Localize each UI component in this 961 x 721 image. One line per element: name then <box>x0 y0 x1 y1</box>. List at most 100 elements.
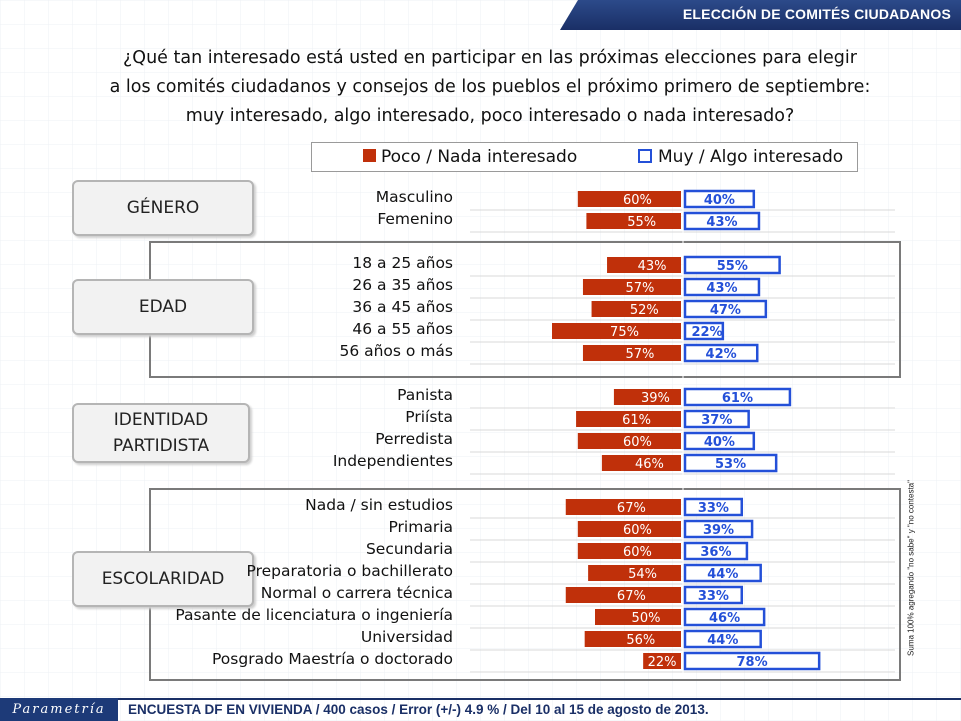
bar-negative <box>577 191 681 207</box>
footer-text: ENCUESTA DF EN VIVIENDA / 400 casos / Er… <box>128 702 709 717</box>
bar-positive <box>683 299 768 319</box>
row-label: 56 años o más <box>339 342 453 360</box>
footer-divider <box>118 698 961 700</box>
bar-negative <box>577 433 681 449</box>
category-label-edad: EDAD <box>138 297 188 317</box>
bar-negative <box>582 345 681 361</box>
bar-positive <box>683 541 749 561</box>
bar-positive-label: 37% <box>701 413 732 428</box>
bar-positive-label: 40% <box>704 193 735 208</box>
header-bar: ELECCIÓN DE COMITÉS CIUDADANOS <box>560 0 961 30</box>
row-label: Masculino <box>375 188 453 206</box>
bar-positive <box>683 585 744 605</box>
row-label: Primaria <box>388 518 453 536</box>
bar-negative <box>577 543 681 559</box>
category-box-escolaridad: ESCOLARIDAD <box>72 551 254 607</box>
bar-negative-label: 75% <box>610 325 639 340</box>
row-label: Independientes <box>332 452 453 470</box>
category-box-identidad: IDENTIDAD PARTIDISTA <box>72 403 250 463</box>
category-label-identidad: IDENTIDAD PARTIDISTA <box>112 410 210 456</box>
bar-negative <box>588 565 681 581</box>
side-note-text: Suma 100% agregando "no sabe" y "no cont… <box>906 480 916 656</box>
bar-negative-label: 56% <box>626 633 655 648</box>
bar-positive-label: 46% <box>709 611 740 626</box>
row-label: Posgrado Maestría o doctorado <box>212 650 453 668</box>
bar-positive-label: 47% <box>710 303 741 318</box>
legend-swatch-positive <box>638 148 652 163</box>
row-label: 46 a 55 años <box>352 320 453 338</box>
bar-negative <box>601 455 681 471</box>
row-label: 18 a 25 años <box>352 254 453 272</box>
bar-negative-label: 60% <box>623 545 652 560</box>
bar-negative-label: 60% <box>623 435 652 450</box>
chart-legend: Poco / Nada interesado Muy / Algo intere… <box>311 142 858 172</box>
question-line-2: a los comités ciudadanos y consejos de l… <box>109 77 871 97</box>
bar-negative <box>582 279 681 295</box>
row-label: Secundaria <box>365 540 453 558</box>
row-label: Nada / sin estudios <box>305 496 453 514</box>
legend-label-negative: Poco / Nada interesado <box>381 147 578 167</box>
bar-positive <box>683 607 766 627</box>
bar-negative-label: 43% <box>638 259 667 274</box>
row-label: Preparatoria o bachillerato <box>246 562 454 580</box>
bar-positive <box>683 343 759 363</box>
bar-positive-label: 22% <box>691 325 722 340</box>
row-label: Normal o carrera técnica <box>260 584 453 602</box>
bar-negative <box>591 301 681 317</box>
bar-negative-label: 60% <box>623 523 652 538</box>
bar-positive <box>683 431 756 451</box>
category-box-edad: EDAD <box>72 279 254 335</box>
bar-negative-label: 54% <box>628 567 657 582</box>
header-title: ELECCIÓN DE COMITÉS CIUDADANOS <box>682 6 951 22</box>
row-label: Universidad <box>360 628 453 646</box>
bar-negative-label: 57% <box>626 281 655 296</box>
bar-negative <box>586 213 681 229</box>
question-line-3: muy interesado, algo interesado, poco in… <box>185 106 795 126</box>
bar-positive <box>683 497 744 517</box>
bar-positive-label: 42% <box>706 347 737 362</box>
row-label: 36 a 45 años <box>352 298 453 316</box>
row-label: Perredista <box>375 430 453 448</box>
bar-positive-label: 39% <box>703 523 734 538</box>
bar-positive <box>683 519 754 539</box>
bar-negative-label: 50% <box>632 611 661 626</box>
bar-positive-label: 33% <box>698 501 729 516</box>
bar-negative <box>643 653 681 669</box>
bar-positive <box>683 387 792 407</box>
bar-positive-label: 33% <box>698 589 729 604</box>
bar-negative-label: 61% <box>622 413 651 428</box>
bar-positive-label: 44% <box>707 633 738 648</box>
bar-negative-label: 39% <box>641 391 670 406</box>
bar-positive-label: 55% <box>717 259 748 274</box>
bar-positive <box>683 651 821 671</box>
bar-negative-label: 57% <box>626 347 655 362</box>
question-line-1: ¿Qué tan interesado está usted en partic… <box>123 48 857 68</box>
bar-negative <box>584 631 681 647</box>
bar-positive <box>683 255 781 275</box>
bar-negative-label: 52% <box>630 303 659 318</box>
bar-negative <box>565 587 681 603</box>
bar-negative-label: 67% <box>617 501 646 516</box>
category-box-genero: GÉNERO <box>72 180 254 236</box>
footer-logo: Parametría <box>0 698 118 721</box>
bar-positive <box>683 453 778 473</box>
row-label: Femenino <box>377 210 453 228</box>
bar-positive <box>683 629 762 649</box>
bar-positive <box>683 409 750 429</box>
bar-positive-label: 36% <box>700 545 731 560</box>
bar-positive-label: 43% <box>706 281 737 296</box>
footer: Parametría ENCUESTA DF EN VIVIENDA / 400… <box>0 698 961 721</box>
bar-negative <box>613 389 681 405</box>
bar-positive-label: 53% <box>715 457 746 472</box>
row-label: Pasante de licenciatura o ingeniería <box>175 606 453 624</box>
bar-negative <box>595 609 681 625</box>
bar-negative-label: 46% <box>635 457 664 472</box>
bar-positive <box>683 563 762 583</box>
bar-negative <box>577 521 681 537</box>
bar-negative-label: 60% <box>623 193 652 208</box>
bar-positive <box>683 277 761 297</box>
category-label-escolaridad: ESCOLARIDAD <box>101 569 225 589</box>
bar-negative <box>576 411 681 427</box>
question-text: ¿Qué tan interesado está usted en partic… <box>60 44 920 131</box>
